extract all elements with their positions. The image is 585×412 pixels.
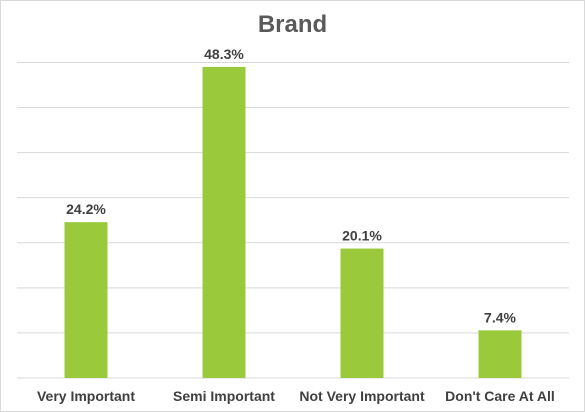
bar (340, 248, 384, 378)
x-tick-label: Not Very Important (299, 388, 425, 404)
bar (478, 330, 522, 378)
x-axis-tick-labels: Very Important Semi Important Not Very Imp… (37, 388, 555, 404)
bars (64, 66, 522, 378)
data-labels: 24.2% 48.3% 20.1% 7.4% (66, 46, 516, 325)
x-tick-label: Semi Important (173, 388, 275, 404)
x-tick-label: Don't Care At All (445, 388, 555, 404)
data-label: 48.3% (204, 46, 244, 62)
chart-title: Brand (257, 11, 328, 38)
data-label: 24.2% (66, 201, 106, 217)
gridlines (17, 61, 569, 379)
bar (64, 222, 108, 378)
data-label: 20.1% (342, 228, 382, 244)
x-tick-label: Very Important (37, 388, 135, 404)
data-label: 7.4% (484, 309, 516, 325)
bar (202, 66, 246, 378)
